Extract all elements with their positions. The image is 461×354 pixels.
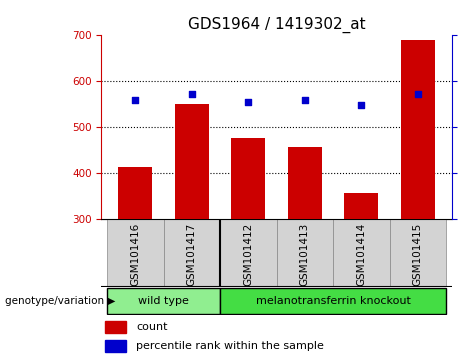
Bar	[220, 288, 446, 314]
Text: count: count	[136, 322, 168, 332]
Text: GSM101417: GSM101417	[187, 223, 197, 286]
Bar	[164, 219, 220, 287]
Text: GSM101414: GSM101414	[356, 223, 366, 286]
Text: GSM101412: GSM101412	[243, 223, 254, 286]
Text: wild type: wild type	[138, 296, 189, 306]
Bar	[105, 341, 126, 352]
Text: genotype/variation ▶: genotype/variation ▶	[5, 296, 115, 306]
Bar	[344, 193, 378, 219]
Bar	[118, 167, 152, 219]
Title: GDS1964 / 1419302_at: GDS1964 / 1419302_at	[188, 16, 366, 33]
Text: GSM101416: GSM101416	[130, 223, 140, 286]
Bar	[107, 219, 164, 287]
Bar	[277, 219, 333, 287]
Bar	[105, 321, 126, 333]
Bar	[401, 40, 435, 219]
Text: percentile rank within the sample: percentile rank within the sample	[136, 341, 325, 351]
Bar	[333, 219, 390, 287]
Bar	[390, 219, 446, 287]
Point	[358, 103, 365, 108]
Point	[414, 91, 421, 97]
Point	[301, 97, 308, 103]
Text: GSM101415: GSM101415	[413, 223, 423, 286]
Bar	[220, 219, 277, 287]
Bar	[107, 288, 220, 314]
Bar	[175, 104, 209, 219]
Text: GSM101413: GSM101413	[300, 223, 310, 286]
Point	[245, 99, 252, 104]
Bar	[288, 147, 322, 219]
Point	[188, 91, 195, 97]
Bar	[231, 138, 265, 219]
Point	[132, 97, 139, 103]
Text: melanotransferrin knockout: melanotransferrin knockout	[256, 296, 411, 306]
